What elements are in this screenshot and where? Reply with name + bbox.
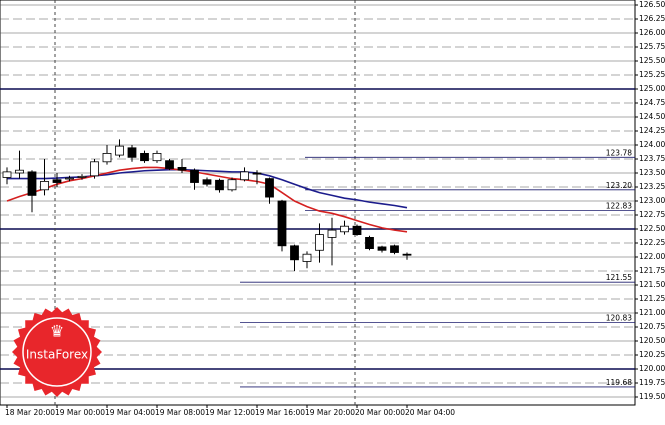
y-tick-label: 122.25 bbox=[639, 238, 665, 247]
y-tick-label: 123.00 bbox=[639, 196, 665, 205]
y-tick-label: 124.25 bbox=[639, 126, 665, 135]
moving-average bbox=[7, 168, 408, 209]
y-tick-label: 124.75 bbox=[639, 98, 665, 107]
y-tick-label: 121.00 bbox=[639, 308, 665, 317]
level-label: 121.55 bbox=[606, 273, 632, 282]
candle-body bbox=[365, 236, 374, 249]
candle-body bbox=[302, 253, 312, 262]
y-tick-label: 124.50 bbox=[639, 112, 665, 121]
y-tick-label: 120.75 bbox=[639, 322, 665, 331]
moving-average bbox=[6, 166, 408, 233]
y-tick-label: 122.50 bbox=[639, 224, 665, 233]
candle-body bbox=[65, 177, 74, 180]
y-tick-label: 120.25 bbox=[639, 350, 665, 359]
logo-ring bbox=[22, 317, 92, 387]
y-tick-label: 123.75 bbox=[639, 154, 665, 163]
y-tick-label: 120.00 bbox=[639, 364, 665, 373]
candle-body bbox=[115, 145, 124, 156]
x-tick-label: 18 Mar 20:00 bbox=[5, 408, 55, 417]
y-tick-label: 120.50 bbox=[639, 336, 665, 345]
candle-body bbox=[352, 225, 362, 235]
candle-body bbox=[227, 179, 237, 191]
level-label: 122.83 bbox=[606, 202, 632, 211]
candle-body bbox=[190, 169, 199, 183]
candle-body bbox=[140, 152, 149, 162]
y-tick-label: 119.75 bbox=[639, 378, 665, 387]
candle-body bbox=[402, 253, 412, 256]
candle-body bbox=[290, 245, 299, 261]
candle-body bbox=[27, 171, 37, 196]
plot-frame bbox=[0, 0, 636, 406]
candle-body bbox=[177, 166, 187, 171]
candle-body bbox=[90, 161, 99, 177]
y-tick-label: 122.00 bbox=[639, 252, 665, 261]
logo-text: InstaForex bbox=[26, 348, 88, 362]
candle-body bbox=[240, 171, 249, 181]
x-tick-label: 19 Mar 12:00 bbox=[205, 408, 255, 417]
candle-body bbox=[2, 171, 12, 178]
y-tick-label: 125.75 bbox=[639, 42, 665, 51]
y-tick-label: 125.25 bbox=[639, 70, 665, 79]
logo: ♛ InstaForex bbox=[12, 307, 102, 397]
y-tick-label: 126.25 bbox=[639, 14, 665, 23]
candle-body bbox=[52, 179, 62, 183]
candle-body bbox=[377, 246, 387, 251]
y-tick-label: 123.25 bbox=[639, 182, 665, 191]
x-tick-label: 19 Mar 08:00 bbox=[155, 408, 205, 417]
logo-badge bbox=[12, 307, 102, 397]
candle-body bbox=[390, 245, 399, 253]
candle-body bbox=[152, 152, 162, 162]
candle-body bbox=[265, 178, 274, 198]
candle-body bbox=[165, 160, 174, 169]
y-tick-label: 121.50 bbox=[639, 280, 665, 289]
y-tick-label: 121.25 bbox=[639, 294, 665, 303]
x-tick-label: 19 Mar 16:00 bbox=[255, 408, 305, 417]
level-label: 120.83 bbox=[606, 314, 632, 323]
candle-body bbox=[215, 179, 224, 191]
candle-body bbox=[127, 147, 137, 158]
y-tick-label: 124.00 bbox=[639, 140, 665, 149]
y-tick-label: 122.75 bbox=[639, 210, 665, 219]
candle-body bbox=[77, 175, 87, 178]
candle-body bbox=[202, 179, 212, 185]
y-tick-label: 121.75 bbox=[639, 266, 665, 275]
x-tick-label: 19 Mar 20:00 bbox=[305, 408, 355, 417]
candle-body bbox=[252, 172, 262, 175]
y-tick-label: 123.50 bbox=[639, 168, 665, 177]
y-tick-label: 126.50 bbox=[639, 0, 665, 9]
y-tick-label: 125.00 bbox=[639, 84, 665, 93]
candle-body bbox=[340, 225, 349, 233]
y-tick-label: 125.50 bbox=[639, 56, 665, 65]
y-tick-label: 119.50 bbox=[639, 392, 665, 401]
candle-body bbox=[15, 169, 24, 174]
candle-body bbox=[277, 200, 287, 247]
level-label: 123.78 bbox=[606, 148, 632, 157]
x-tick-label: 20 Mar 00:00 bbox=[355, 408, 405, 417]
candle-body bbox=[40, 180, 49, 191]
level-label: 119.68 bbox=[606, 378, 632, 387]
y-tick-label: 126.00 bbox=[639, 28, 665, 37]
candle-body bbox=[102, 152, 112, 163]
candle-body bbox=[315, 234, 324, 251]
candle-body bbox=[327, 229, 337, 238]
x-tick-label: 20 Mar 04:00 bbox=[405, 408, 455, 417]
x-tick-label: 19 Mar 00:00 bbox=[55, 408, 105, 417]
logo-icon: ♛ bbox=[50, 322, 64, 341]
level-label: 123.20 bbox=[606, 181, 632, 190]
x-tick-label: 19 Mar 04:00 bbox=[105, 408, 155, 417]
